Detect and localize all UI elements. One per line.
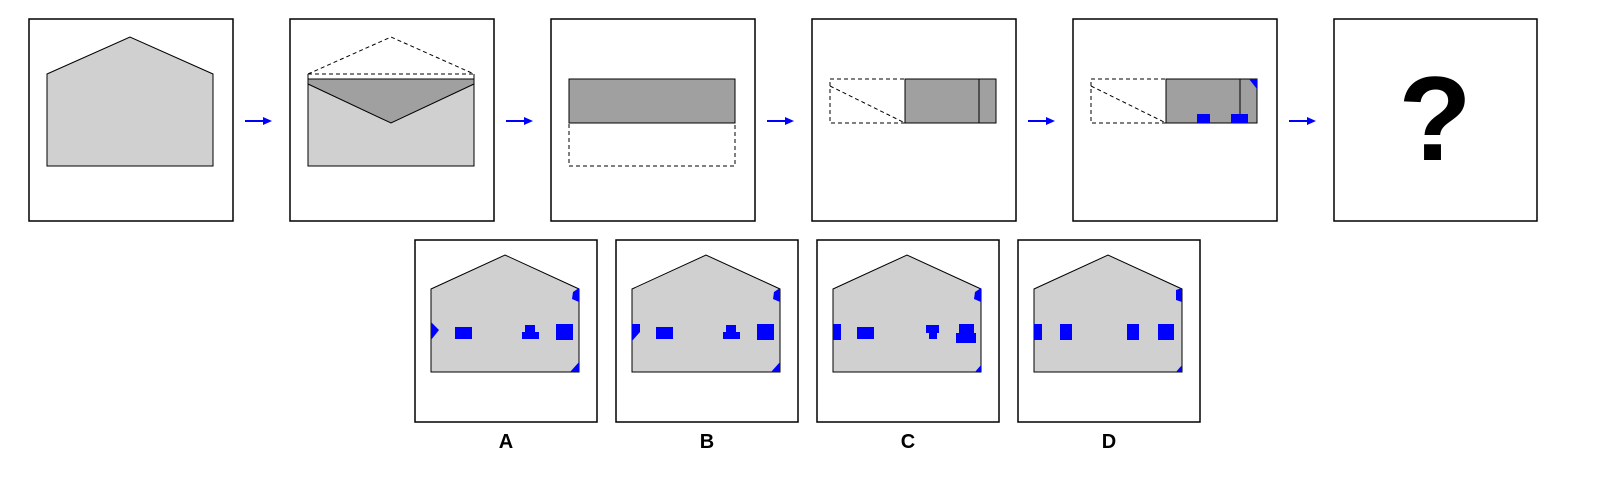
step-3-folded-paper: [568, 78, 736, 124]
option-a-hole-left: [431, 322, 439, 340]
option-c-hole-4: [959, 324, 974, 334]
step-4-panel: [811, 18, 1017, 222]
option-d-hole-bottom-right: [1176, 365, 1182, 372]
step-3-panel: [550, 18, 756, 222]
step-5-hole-corner: [1249, 79, 1257, 89]
step-2-folded-flap: [307, 78, 475, 124]
option-c-hole-5: [956, 333, 976, 343]
option-d-hole-1: [1060, 324, 1072, 340]
option-b-hole-3: [723, 332, 740, 339]
option-c-hole-bottom-right: [975, 365, 981, 372]
option-a[interactable]: A: [414, 239, 598, 453]
option-b-hole-2: [726, 325, 736, 333]
option-b-hole-top-right: [773, 288, 780, 302]
answer-panel: ?: [1333, 18, 1538, 222]
option-b-hole-bottom-right: [771, 362, 780, 372]
option-d[interactable]: D: [1017, 239, 1201, 453]
option-c-label: C: [901, 431, 915, 453]
option-a-hole-3: [522, 332, 539, 339]
option-b-label: B: [700, 431, 714, 453]
option-a-hole-4: [556, 324, 573, 340]
step-5-hole-2: [1231, 114, 1248, 123]
option-c-hole-2: [926, 325, 939, 333]
option-c-paper: [832, 254, 982, 373]
option-b[interactable]: B: [615, 239, 799, 453]
option-c-hole-3: [929, 332, 937, 339]
option-b-hole-1: [656, 327, 673, 339]
step-1-panel: [28, 18, 234, 222]
question-mark: ?: [1398, 52, 1471, 186]
option-a-hole-bottom-right: [570, 362, 579, 372]
option-a-label: A: [499, 431, 513, 453]
arrow-2: [506, 117, 533, 125]
option-c-hole-top-right: [974, 288, 981, 302]
option-b-paper: [631, 254, 781, 373]
option-b-hole-left: [632, 324, 640, 341]
step-5-hole-1: [1197, 114, 1210, 123]
step-5-original-outline: [1090, 78, 1167, 124]
option-a-hole-top-right: [572, 288, 579, 302]
step-1-paper: [46, 36, 214, 167]
option-d-label: D: [1102, 431, 1116, 453]
step-2-original-outline: [307, 36, 475, 75]
arrow-4: [1028, 117, 1055, 125]
step-4-folded-paper: [904, 78, 997, 124]
answer-frame: [1333, 18, 1538, 222]
option-c-hole-left: [833, 324, 841, 340]
step-4-original-outline: [829, 78, 906, 124]
option-b-hole-4: [757, 324, 774, 340]
option-a-paper: [430, 254, 580, 373]
option-d-paper: [1033, 254, 1183, 373]
option-c[interactable]: C: [816, 239, 1000, 453]
step-5-panel: [1072, 18, 1278, 222]
option-a-hole-1: [455, 327, 472, 339]
option-a-hole-2: [525, 325, 535, 333]
arrow-1: [245, 117, 272, 125]
option-d-hole-left: [1034, 324, 1042, 340]
arrow-5: [1289, 117, 1316, 125]
option-d-hole-top-right: [1176, 288, 1182, 302]
arrow-3: [767, 117, 794, 125]
option-c-hole-1: [857, 327, 874, 339]
option-d-hole-3: [1158, 324, 1174, 340]
option-d-hole-2: [1127, 324, 1139, 340]
step-2-panel: [289, 18, 495, 222]
